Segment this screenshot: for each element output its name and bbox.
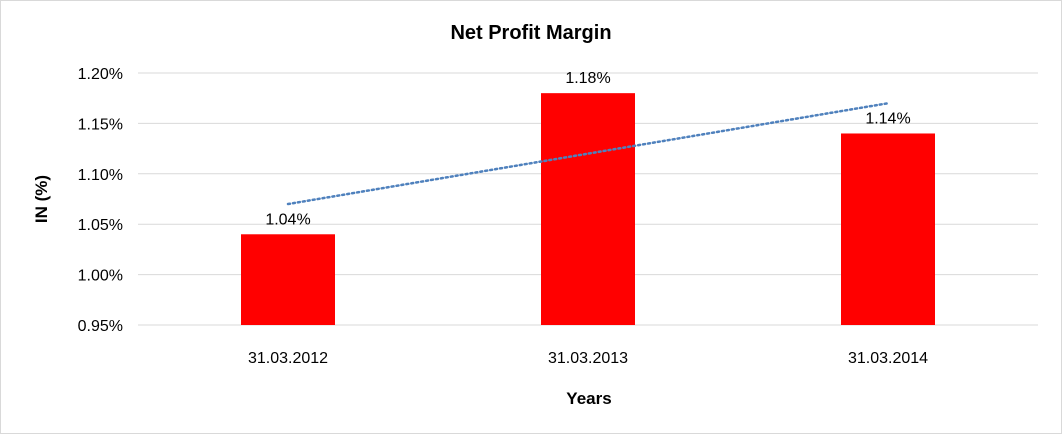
y-tick-label: 1.05% — [78, 217, 123, 234]
x-tick-label: 31.03.2013 — [548, 350, 628, 367]
data-label: 1.14% — [865, 110, 910, 127]
bar — [841, 133, 935, 325]
y-tick-label: 0.95% — [78, 318, 123, 335]
bar — [241, 234, 335, 325]
y-axis-tick-labels: 0.95% 1.00% 1.05% 1.10% 1.15% 1.20% — [78, 66, 123, 335]
data-label: 1.18% — [565, 70, 610, 87]
bars — [241, 93, 935, 325]
y-tick-label: 1.00% — [78, 268, 123, 285]
x-axis-tick-labels: 31.03.2012 31.03.2013 31.03.2014 — [248, 350, 928, 367]
x-axis-title: Years — [566, 389, 611, 408]
data-labels: 1.04% 1.18% 1.14% — [265, 70, 910, 228]
trendline-group — [286, 101, 890, 206]
trendline — [286, 101, 890, 206]
y-axis-title: IN (%) — [32, 175, 51, 223]
y-tick-label: 1.10% — [78, 167, 123, 184]
data-label: 1.04% — [265, 211, 310, 228]
bar — [541, 93, 635, 325]
x-tick-label: 31.03.2012 — [248, 350, 328, 367]
chart-title: Net Profit Margin — [450, 22, 611, 44]
y-tick-label: 1.20% — [78, 66, 123, 83]
y-tick-label: 1.15% — [78, 116, 123, 133]
x-tick-label: 31.03.2014 — [848, 350, 928, 367]
